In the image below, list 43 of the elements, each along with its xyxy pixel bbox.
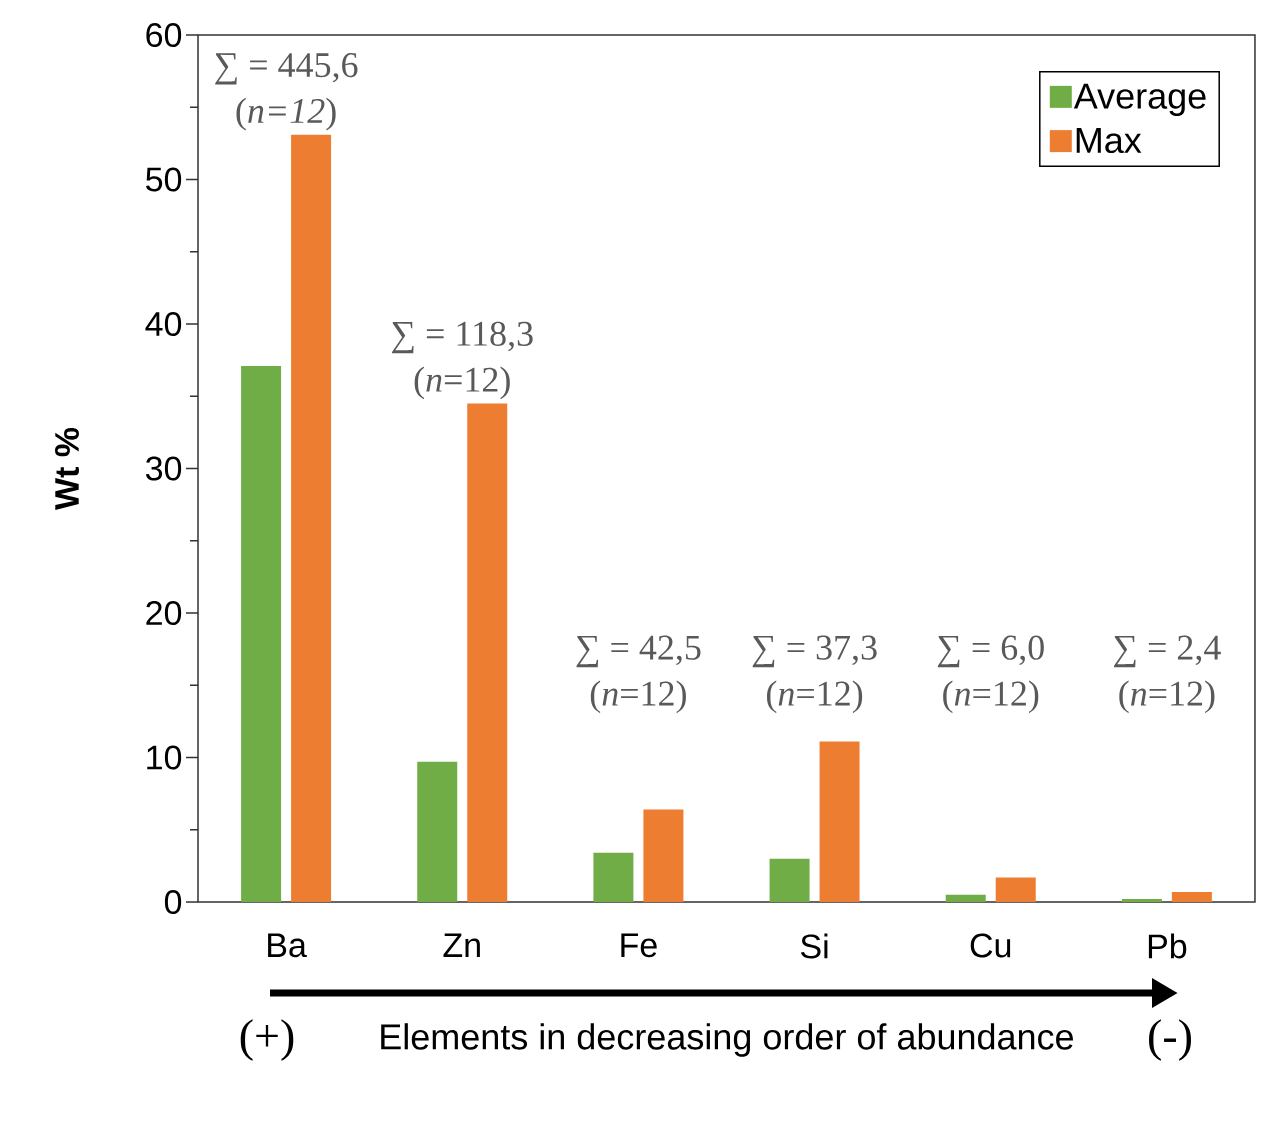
x-tick-label: Fe — [621, 933, 657, 958]
y-tick-label: 40 — [145, 311, 182, 337]
bar — [467, 403, 508, 902]
bar — [819, 741, 860, 902]
annotation: (n=12) — [767, 680, 863, 714]
x-tick-label: Pb — [1148, 933, 1187, 959]
annotation: (n=12) — [943, 680, 1039, 714]
bar — [1171, 891, 1212, 902]
text: (-) — [1149, 1019, 1191, 1061]
y-tick-label: 10 — [147, 745, 182, 770]
x-tick-label: Ba — [268, 933, 307, 958]
annotation: ∑ = 37,3 — [752, 635, 877, 668]
text: (+) — [240, 1019, 294, 1061]
bar — [1121, 899, 1162, 902]
bar — [643, 809, 684, 902]
bar — [241, 365, 282, 902]
bar — [291, 134, 332, 902]
annotation: (n=12) — [590, 680, 686, 714]
annotation: ∑ = 445,6 — [215, 52, 358, 85]
annotation: ∑ = 6,0 — [937, 635, 1044, 668]
legend-label: Average — [1073, 83, 1206, 116]
y-tick-label: 30 — [145, 456, 182, 481]
annotation: ∑ = 42,5 — [576, 635, 701, 668]
bar — [593, 852, 634, 902]
bar — [945, 894, 986, 902]
y-axis-title: Wt % — [55, 427, 79, 511]
annotation: ∑ = 118,3 — [392, 321, 533, 354]
x-axis-title: Elements in decreasing order of abundance — [381, 1023, 1073, 1057]
bar — [417, 761, 458, 902]
annotation: (n=12) — [1119, 680, 1215, 714]
legend-label: Max — [1076, 127, 1142, 154]
y-tick-label: 60 — [146, 22, 182, 48]
x-tick-label: Si — [800, 933, 828, 959]
annotation: ∑ = 2,4 — [1114, 635, 1221, 668]
x-tick-label: Zn — [443, 933, 480, 957]
annotation: (n=12) — [236, 97, 336, 131]
y-tick-label: 50 — [146, 167, 182, 192]
x-tick-label: Cu — [970, 933, 1011, 958]
annotation: (n=12) — [414, 366, 510, 400]
y-tick-label: 0 — [164, 889, 182, 915]
bar — [769, 858, 810, 902]
bar — [995, 877, 1036, 902]
y-tick-label: 20 — [146, 600, 182, 626]
